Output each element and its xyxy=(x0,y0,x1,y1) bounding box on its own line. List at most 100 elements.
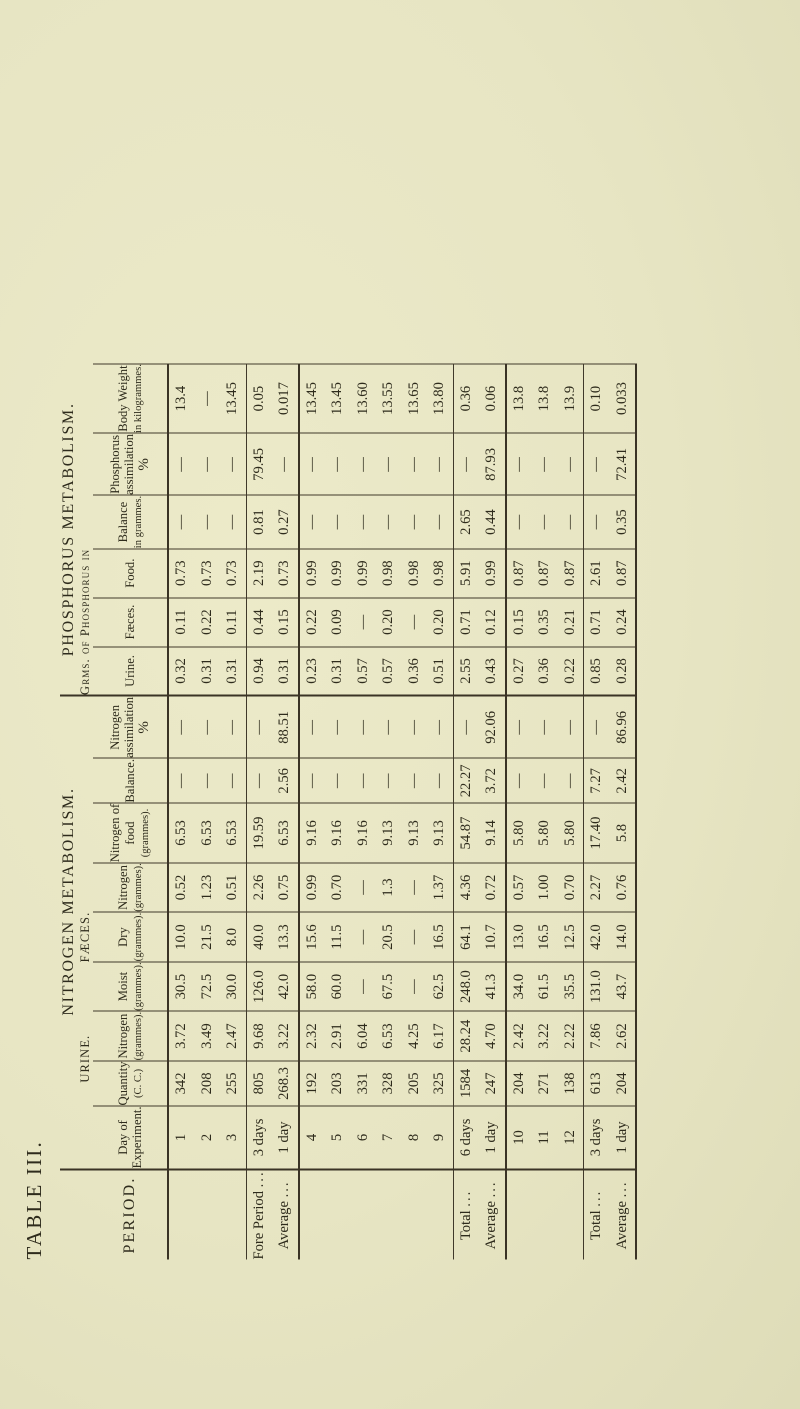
col-head-fon-l2: food xyxy=(122,820,137,845)
cell-p_urine: 0.23 xyxy=(298,646,325,696)
cell-f_moist: 35.5 xyxy=(557,961,584,1011)
cell-f_nitrogen: 0.51 xyxy=(220,862,246,912)
cell-day: 11 xyxy=(532,1105,558,1169)
cell-p_faeces: 0.12 xyxy=(479,597,506,647)
subgroup-row: URINE. FÆCES. Grms. of Phosphorus in xyxy=(78,363,93,1259)
period-label-cell xyxy=(220,1168,246,1259)
cell-p_urine: 0.27 xyxy=(505,646,532,696)
cell-food_n: 5.8 xyxy=(609,802,636,863)
cell-bodyweight: 13.45 xyxy=(220,363,246,433)
col-head-urine-quantity: Quantity (C. C.) xyxy=(93,1060,168,1106)
cell-f_nitrogen: 0.99 xyxy=(298,862,325,912)
cell-n_assim: — xyxy=(168,695,195,758)
col-head-pas-l1: Phosphorus xyxy=(107,434,122,494)
cell-bodyweight: 13.65 xyxy=(401,363,427,433)
cell-n_assim: — xyxy=(453,695,479,758)
cell-p_assim: — xyxy=(427,432,453,495)
cell-f_dry: 16.5 xyxy=(532,911,558,962)
cell-f_moist: 43.7 xyxy=(609,961,636,1011)
sub-blank-period xyxy=(78,1168,93,1259)
cell-food_n: 6.53 xyxy=(220,802,246,863)
cell-bodyweight: 13.45 xyxy=(325,363,351,433)
table-row: 9 325 6.17 62.5 16.5 1.37 9.13— —0.51 0.20 0.98— —… xyxy=(427,363,453,1259)
cell-f_moist: 248.0 xyxy=(453,961,479,1011)
cell-p_urine: 0.36 xyxy=(532,646,558,696)
cell-n_balance: — xyxy=(427,757,453,803)
table-caption: TABLE III. xyxy=(22,1139,46,1259)
cell-u_nitrogen: 2.62 xyxy=(609,1010,636,1061)
cell-p_food: 0.73 xyxy=(220,548,246,598)
cell-p_urine: 0.57 xyxy=(376,646,402,696)
cell-f_moist: — xyxy=(350,961,376,1011)
cell-p_balance: — xyxy=(168,494,195,549)
table-head: NITROGEN METABOLISM. PHOSPHORUS METABOLI… xyxy=(60,363,168,1259)
cell-bodyweight: 0.05 xyxy=(246,363,272,433)
cell-f_moist: 60.0 xyxy=(325,961,351,1011)
cell-p_urine: 0.28 xyxy=(609,646,636,696)
cell-p_food: 0.73 xyxy=(168,548,195,598)
cell-p_faeces: 0.09 xyxy=(325,597,351,647)
cell-bodyweight: 13.55 xyxy=(376,363,402,433)
period-label-cell: Total ... xyxy=(583,1168,610,1259)
cell-bodyweight: 0.033 xyxy=(609,363,636,433)
cell-p_faeces: 0.44 xyxy=(246,597,272,647)
cell-bodyweight: 0.017 xyxy=(272,363,299,433)
cell-p_faeces: 0.20 xyxy=(427,597,453,647)
cell-p_assim: — xyxy=(272,432,299,495)
col-head-fd-l1: Dry xyxy=(115,926,130,947)
cell-bodyweight: 13.45 xyxy=(298,363,325,433)
cell-p_faeces: 0.71 xyxy=(453,597,479,647)
cell-p_urine: 0.51 xyxy=(427,646,453,696)
cell-p_assim: — xyxy=(350,432,376,495)
cell-n_assim: — xyxy=(532,695,558,758)
cell-p_food: 0.73 xyxy=(194,548,220,598)
col-head-uq-l2: (C. C.) xyxy=(132,1068,144,1098)
cell-u_quantity: 255 xyxy=(220,1060,246,1106)
cell-n_assim: 86.96 xyxy=(609,695,636,758)
cell-p_food: 0.87 xyxy=(557,548,584,598)
col-head-nas-l2: assimilation xyxy=(121,696,136,758)
cell-f_nitrogen: 0.57 xyxy=(505,862,532,912)
cell-f_dry: 16.5 xyxy=(427,911,453,962)
period-label-cell: Average ... xyxy=(609,1168,636,1259)
cell-day: 6 xyxy=(350,1105,376,1169)
cell-f_nitrogen: 0.70 xyxy=(325,862,351,912)
cell-n_balance: 22.27 xyxy=(453,757,479,803)
cell-u_quantity: 268.3 xyxy=(272,1060,299,1106)
cell-day: 1 xyxy=(168,1105,195,1169)
period-label-cell: Total ... xyxy=(453,1168,479,1259)
cell-p_food: 5.91 xyxy=(453,548,479,598)
cell-n_assim: — xyxy=(325,695,351,758)
cell-f_moist: 126.0 xyxy=(246,961,272,1011)
col-head-faeces-moist: Moist (grammes). xyxy=(93,961,168,1011)
cell-p_urine: 2.55 xyxy=(453,646,479,696)
table-row: 8 205 4.25— — —9.13— —0.36—0.98— —13.65 xyxy=(401,363,427,1259)
cell-f_nitrogen: — xyxy=(350,862,376,912)
period-label-cell xyxy=(557,1168,584,1259)
cell-p_urine: 0.94 xyxy=(246,646,272,696)
cell-bodyweight: 13.8 xyxy=(505,363,532,433)
col-head-phosphorus-urine: Urine. xyxy=(93,646,168,696)
cell-f_nitrogen: 4.36 xyxy=(453,862,479,912)
cell-bodyweight: 13.4 xyxy=(168,363,195,433)
period-label-cell xyxy=(401,1168,427,1259)
cell-p_balance: — xyxy=(220,494,246,549)
cell-u_nitrogen: 4.25 xyxy=(401,1010,427,1061)
col-head-nas-l1: Nitrogen xyxy=(107,704,122,750)
cell-food_n: 6.53 xyxy=(194,802,220,863)
cell-n_balance: — xyxy=(401,757,427,803)
cell-p_balance: — xyxy=(557,494,584,549)
col-head-bw-l1: Body Weight xyxy=(115,364,130,432)
col-head-faeces-dry: Dry (grammes). xyxy=(93,911,168,962)
cell-food_n: 17.40 xyxy=(583,802,610,863)
cell-u_nitrogen: 3.22 xyxy=(272,1010,299,1061)
cell-n_assim: — xyxy=(583,695,610,758)
cell-n_balance: 7.27 xyxy=(583,757,610,803)
cell-n_balance: — xyxy=(376,757,402,803)
cell-p_assim: — xyxy=(168,432,195,495)
cell-p_faeces: 0.35 xyxy=(532,597,558,647)
period-dots: ... xyxy=(250,1169,267,1187)
cell-f_dry: 10.0 xyxy=(168,911,195,962)
col-head-nitrogen-balance: Balance. xyxy=(93,757,168,803)
